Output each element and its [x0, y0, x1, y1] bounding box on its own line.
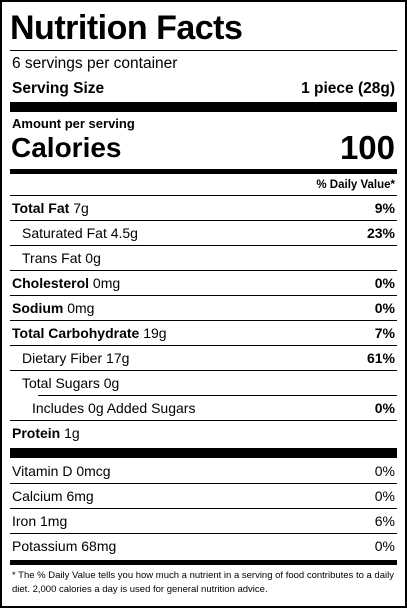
- nutrient-name: Trans Fat 0g: [22, 250, 101, 266]
- vitamin-row-vitamin-d: Vitamin D 0mcg 0%: [10, 459, 397, 484]
- servings-per-container: 6 servings per container: [12, 55, 178, 72]
- nutrient-row-added-sugars: Includes 0g Added Sugars 0%: [10, 396, 397, 421]
- nutrient-daily-value: 0%: [374, 400, 395, 416]
- nutrient-row-total-fat: Total Fat 7g 9%: [10, 196, 397, 221]
- vitamin-daily-value: 0%: [374, 488, 395, 504]
- row-divider: [10, 533, 397, 534]
- nutrient-name: Includes 0g Added Sugars: [32, 400, 196, 416]
- divider-medium: [10, 560, 397, 565]
- divider-thick: [10, 448, 397, 458]
- nutrient-name: Protein 1g: [12, 425, 80, 441]
- nutrient-row-total-carbohydrate: Total Carbohydrate 19g 7%: [10, 321, 397, 346]
- nutrient-daily-value: 9%: [374, 200, 395, 216]
- calories-label: Calories: [11, 132, 122, 163]
- nutrient-row-cholesterol: Cholesterol 0mg 0%: [10, 271, 397, 296]
- divider-medium: [10, 169, 397, 174]
- nutrient-name: Total Carbohydrate 19g: [12, 325, 167, 341]
- nutrient-row-saturated-fat: Saturated Fat 4.5g 23%: [10, 221, 397, 246]
- label-title: Nutrition Facts: [10, 9, 243, 47]
- divider-thin: [10, 195, 397, 196]
- vitamin-name: Potassium 68mg: [12, 538, 117, 554]
- serving-size-value: 1 piece (28g): [301, 80, 395, 97]
- vitamin-daily-value: 0%: [374, 463, 395, 479]
- nutrient-name: Total Sugars 0g: [22, 375, 120, 391]
- vitamin-daily-value: 6%: [374, 513, 395, 529]
- row-divider: [38, 395, 397, 396]
- row-divider: [10, 270, 397, 271]
- row-divider: [10, 245, 397, 246]
- vitamin-name: Vitamin D 0mcg: [12, 463, 111, 479]
- vitamin-name: Calcium 6mg: [12, 488, 94, 504]
- nutrient-row-sodium: Sodium 0mg 0%: [10, 296, 397, 321]
- vitamin-row-iron: Iron 1mg 6%: [10, 509, 397, 534]
- daily-value-footnote: * The % Daily Value tells you how much a…: [12, 570, 394, 595]
- nutrient-name: Cholesterol 0mg: [12, 275, 121, 291]
- row-divider: [10, 295, 397, 296]
- nutrient-daily-value: 0%: [374, 275, 395, 291]
- nutrient-name: Sodium 0mg: [12, 300, 95, 316]
- nutrient-daily-value: 61%: [366, 350, 395, 366]
- row-divider: [10, 370, 397, 371]
- nutrient-daily-value: 23%: [366, 225, 395, 241]
- vitamin-row-calcium: Calcium 6mg 0%: [10, 484, 397, 509]
- vitamin-row-potassium: Potassium 68mg 0%: [10, 534, 397, 559]
- nutrient-row-protein: Protein 1g: [10, 421, 397, 445]
- row-divider: [10, 508, 397, 509]
- row-divider: [10, 220, 397, 221]
- vitamin-name: Iron 1mg: [12, 513, 68, 529]
- nutrient-name: Saturated Fat 4.5g: [22, 225, 138, 241]
- nutrient-name: Dietary Fiber 17g: [22, 350, 130, 366]
- nutrient-name: Total Fat 7g: [12, 200, 89, 216]
- row-divider: [10, 345, 397, 346]
- nutrient-daily-value: 7%: [374, 325, 395, 341]
- serving-size-label: Serving Size: [12, 80, 105, 97]
- divider-thin: [10, 50, 397, 51]
- nutrient-row-dietary-fiber: Dietary Fiber 17g 61%: [10, 346, 397, 371]
- daily-value-header: % Daily Value*: [316, 179, 395, 191]
- nutrient-daily-value: 0%: [374, 300, 395, 316]
- row-divider: [10, 483, 397, 484]
- nutrient-row-total-sugars: Total Sugars 0g: [10, 371, 397, 396]
- amount-per-serving: Amount per serving: [12, 116, 135, 131]
- nutrient-row-trans-fat: Trans Fat 0g: [10, 246, 397, 271]
- row-divider: [10, 320, 397, 321]
- calories-value: 100: [339, 129, 395, 166]
- vitamin-daily-value: 0%: [374, 538, 395, 554]
- divider-thick: [10, 102, 397, 112]
- row-divider: [10, 420, 397, 421]
